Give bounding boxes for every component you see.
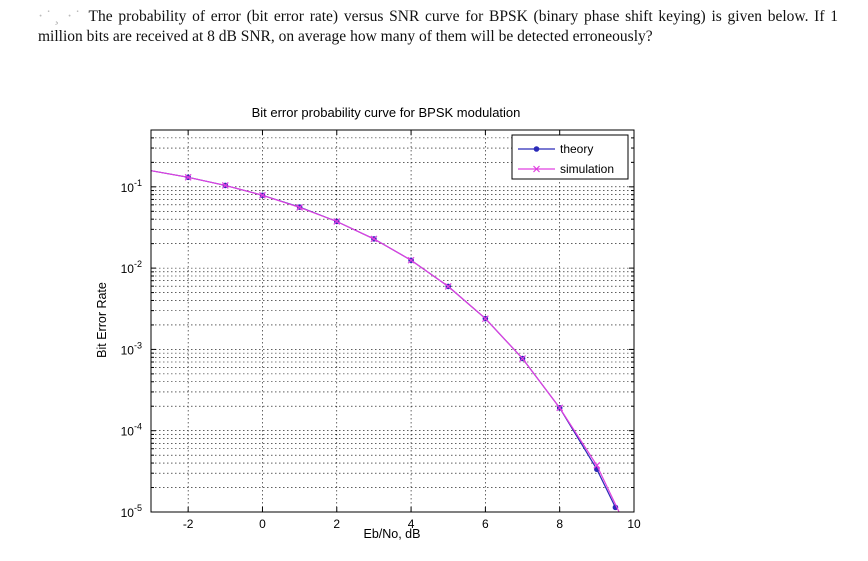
legend: theory simulation <box>511 134 629 180</box>
marker-stroke <box>259 191 266 199</box>
marker-stroke <box>407 256 415 264</box>
marker-stroke <box>556 404 564 412</box>
series-line-simulation <box>151 170 620 512</box>
legend-marker-simulation <box>533 165 540 173</box>
data-point-simulation <box>481 315 489 323</box>
y-tick-label: 10-3 <box>121 340 142 357</box>
series-simulation <box>151 170 620 512</box>
marker-stroke <box>333 218 341 225</box>
y-tick-base: 10 <box>121 181 135 195</box>
data-point-simulation <box>519 355 526 362</box>
legend-marker-shape <box>533 165 540 173</box>
data-point-simulation <box>259 191 266 199</box>
legend-box <box>511 134 629 180</box>
x-tick-label: 10 <box>627 517 641 531</box>
data-point-simulation <box>407 256 415 264</box>
y-tick-exponent: -3 <box>134 340 142 350</box>
ticks <box>151 130 635 512</box>
data-point-simulation <box>370 235 378 243</box>
x-tick-label: -2 <box>183 517 194 531</box>
marker-stroke <box>370 235 378 243</box>
plot-frame <box>150 129 635 513</box>
marker-stroke <box>184 173 192 181</box>
x-tick-labels: -2 0 2 4 6 8 10 <box>183 517 641 531</box>
y-tick-exponent: -1 <box>134 178 142 188</box>
y-tick-base: 10 <box>121 343 135 357</box>
question-text: ·˙¸ ·˙ The probability of error (bit err… <box>38 7 838 47</box>
data-point-simulation <box>296 203 304 211</box>
data-point-simulation <box>593 461 601 469</box>
legend-label-theory: theory <box>560 142 593 156</box>
y-tick-base: 10 <box>121 506 135 520</box>
legend-marker-shape <box>533 146 540 152</box>
x-tick-label: 2 <box>333 517 340 531</box>
data-point-simulation <box>444 283 452 290</box>
y-axis-label: Bit Error Rate <box>95 282 109 358</box>
y-tick-labels: 10-110-210-310-410-5 <box>121 178 142 520</box>
x-tick-label: 6 <box>482 517 489 531</box>
marker-stroke <box>593 461 601 469</box>
y-tick-exponent: -4 <box>134 422 142 432</box>
plot-area <box>151 130 634 512</box>
marker-stroke <box>444 283 452 290</box>
marker-stroke <box>519 355 526 362</box>
legend-marker-theory <box>533 146 540 152</box>
x-tick-label: 8 <box>556 517 563 531</box>
y-tick-label: 10-2 <box>121 259 142 276</box>
series-layer <box>151 170 620 512</box>
marker-stroke <box>533 165 540 173</box>
y-tick-label: 10-1 <box>121 178 142 195</box>
y-tick-base: 10 <box>121 262 135 276</box>
x-axis-label: Eb/No, dB <box>364 527 421 541</box>
question-prefix: ·˙¸ ·˙ <box>38 8 84 25</box>
y-tick-label: 10-4 <box>121 422 142 439</box>
x-tick-label: 0 <box>259 517 266 531</box>
data-point-simulation <box>184 173 192 181</box>
data-point-simulation <box>221 182 229 189</box>
y-tick-label: 10-5 <box>121 503 142 520</box>
data-point-simulation <box>556 404 564 412</box>
marker-stroke <box>221 182 229 189</box>
y-tick-exponent: -2 <box>134 259 142 269</box>
grid <box>151 130 634 512</box>
data-point-simulation <box>333 218 341 225</box>
chart-title: Bit error probability curve for BPSK mod… <box>252 105 521 120</box>
legend-label-simulation: simulation <box>560 162 614 176</box>
y-tick-base: 10 <box>121 425 135 439</box>
y-tick-exponent: -5 <box>134 503 142 513</box>
marker-stroke <box>296 203 304 211</box>
marker-stroke <box>481 315 489 323</box>
x-tick-label: 4 <box>408 517 415 531</box>
question-body: The probability of error (bit error rate… <box>38 8 838 45</box>
